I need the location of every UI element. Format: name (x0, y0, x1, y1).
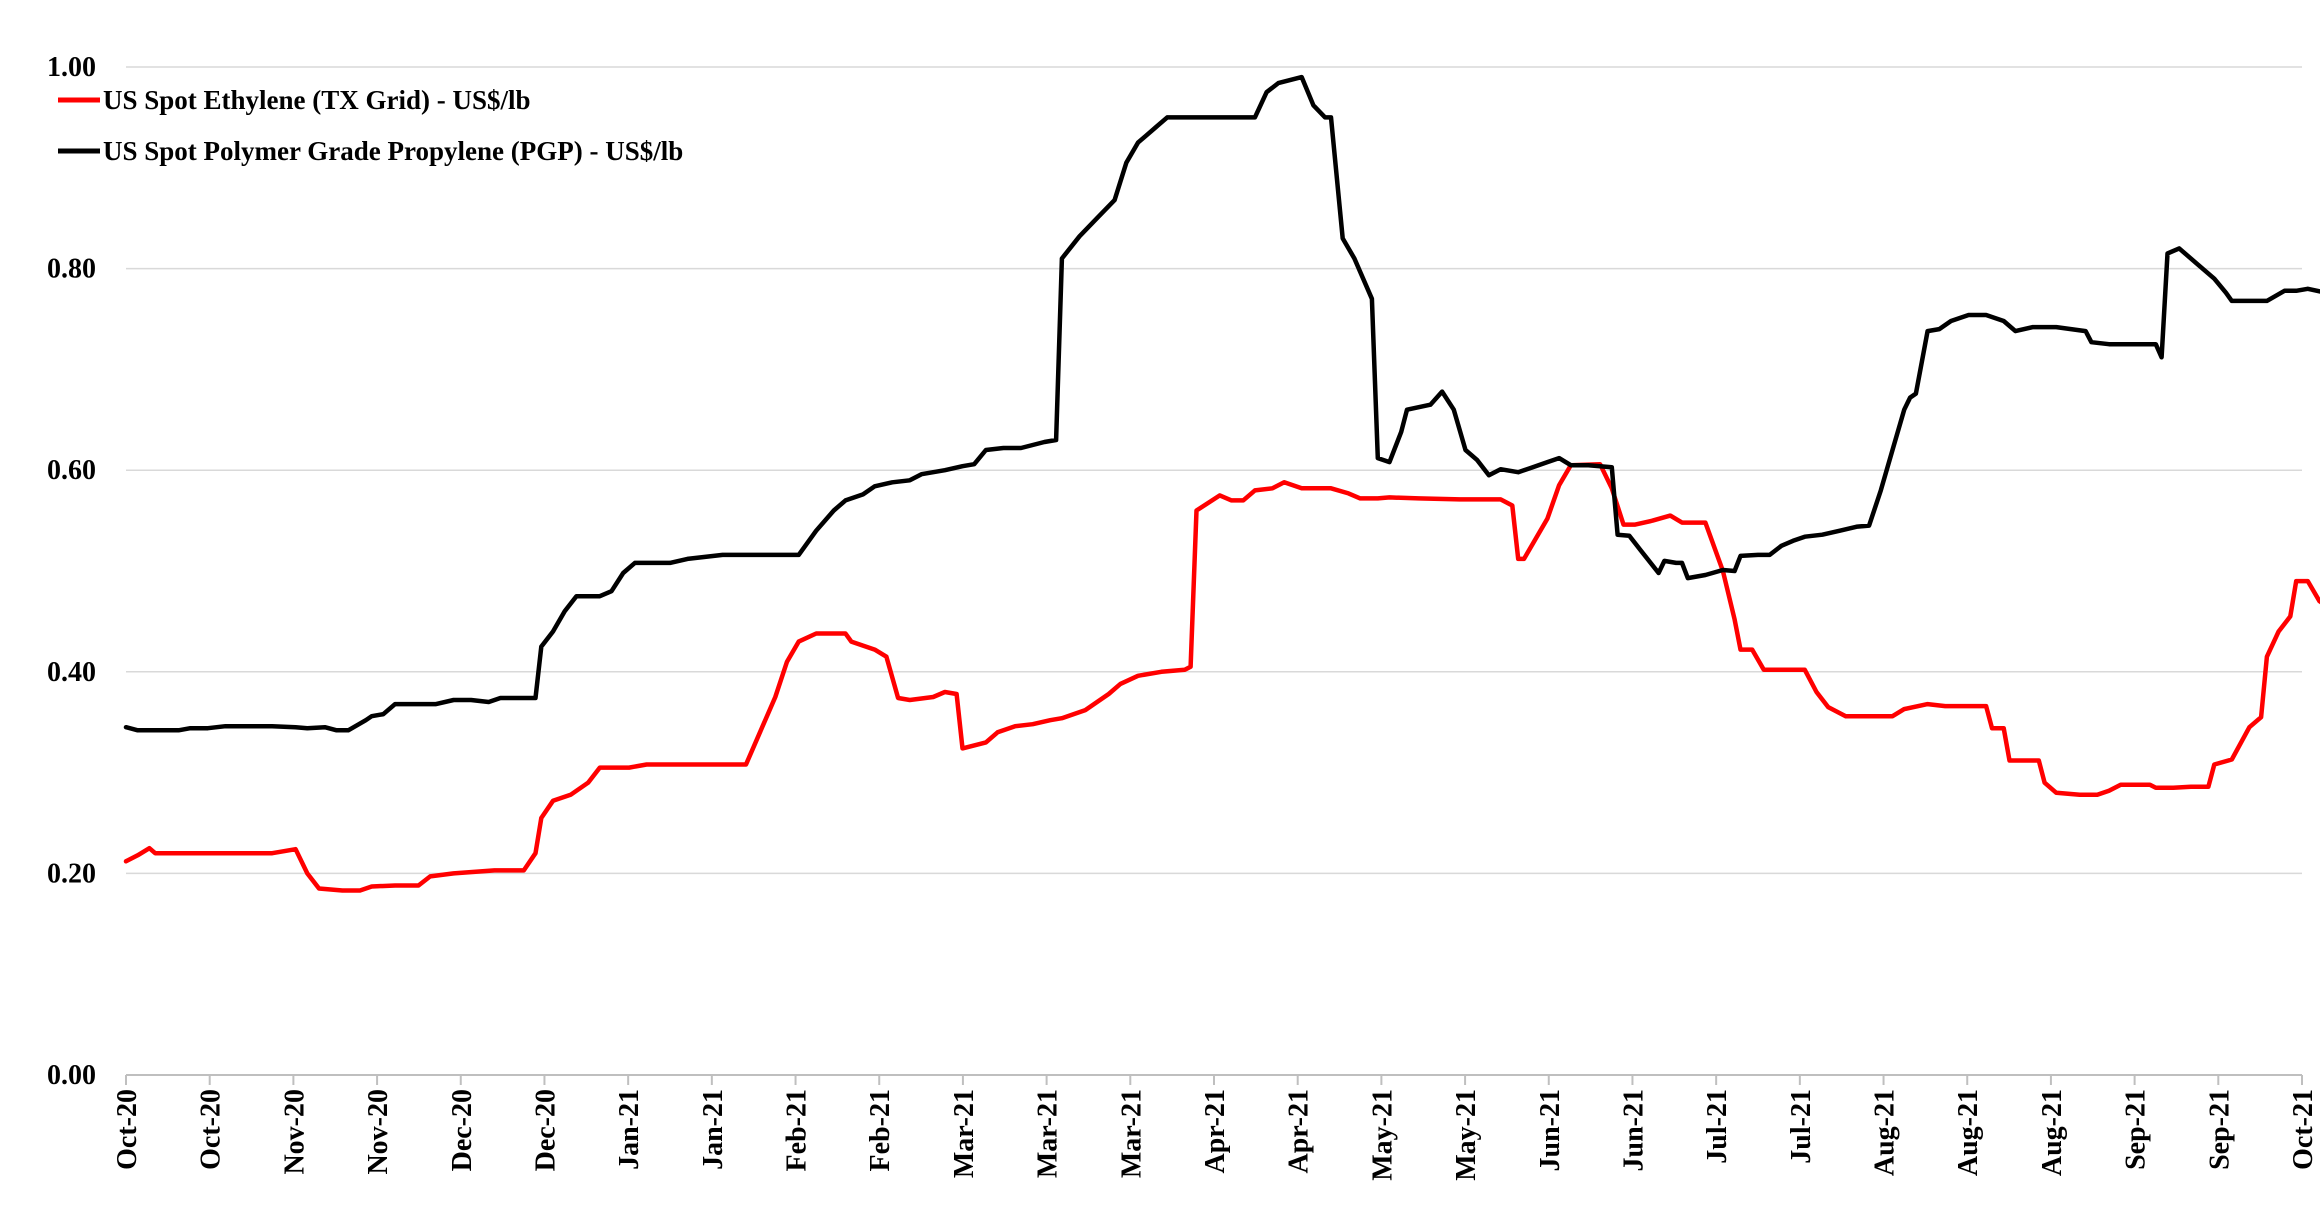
x-tick-label: Aug-21 (1870, 1089, 1901, 1176)
x-tick-label: Oct-20 (196, 1089, 227, 1170)
legend-label: US Spot Ethylene (TX Grid) - US$/lb (103, 85, 531, 115)
gridlines (126, 66, 2302, 875)
x-tick-label: Mar-21 (1033, 1089, 1064, 1178)
x-tick-label: May-21 (1367, 1089, 1398, 1181)
x-tick-label: Dec-20 (530, 1089, 561, 1171)
legend: US Spot Ethylene (TX Grid) - US$/lb US Sp… (58, 85, 683, 166)
x-tick-label: Jun-21 (1535, 1089, 1566, 1171)
x-tick-label: Oct-20 (112, 1089, 143, 1170)
x-tick-label: Oct-21 (2288, 1089, 2319, 1170)
series-line-ethylene (123, 461, 2320, 893)
x-tick-label: Sep-21 (2204, 1089, 2235, 1170)
y-tick-label: 0.80 (47, 254, 96, 285)
x-tick-label: Nov-20 (363, 1089, 394, 1175)
x-tick-label: Mar-21 (1116, 1089, 1147, 1178)
x-tick-label: Aug-21 (2037, 1089, 2068, 1176)
x-tick-label: May-21 (1451, 1089, 1482, 1181)
series-lines (123, 74, 2320, 893)
x-tick-label: Aug-21 (1953, 1089, 1984, 1176)
y-tick-label: 0.40 (47, 657, 96, 688)
x-tick-label: Jul-21 (1786, 1089, 1817, 1164)
y-tick-label: 1.00 (47, 52, 96, 83)
y-tick-label: 0.20 (47, 858, 96, 889)
x-tick-label: Mar-21 (949, 1089, 980, 1178)
x-tick-label: Jun-21 (1618, 1089, 1649, 1171)
x-tick-label: Apr-21 (1284, 1089, 1315, 1174)
x-tick-label: Sep-21 (2121, 1089, 2152, 1170)
x-tick-label: Jan-21 (614, 1089, 645, 1170)
y-axis: 0.00 0.20 0.40 0.60 0.80 1.00 (47, 52, 96, 1091)
x-tick-label: Feb-21 (782, 1089, 813, 1171)
series-line-propylene (123, 74, 2320, 733)
legend-label: US Spot Polymer Grade Propylene (PGP) - … (103, 136, 683, 166)
x-tick-label: Nov-20 (279, 1089, 310, 1175)
y-tick-label: 0.60 (47, 455, 96, 486)
x-axis: Oct-20 Oct-20 Nov-20 Nov-20 Dec-20 Dec-20 Jan-… (112, 1074, 2319, 1181)
x-tick-label: Jul-21 (1702, 1089, 1733, 1164)
y-tick-label: 0.00 (47, 1060, 96, 1091)
x-tick-label: Jan-21 (698, 1089, 729, 1170)
x-tick-label: Feb-21 (865, 1089, 896, 1171)
x-tick-label: Apr-21 (1200, 1089, 1231, 1174)
x-tick-label: Dec-20 (447, 1089, 478, 1171)
